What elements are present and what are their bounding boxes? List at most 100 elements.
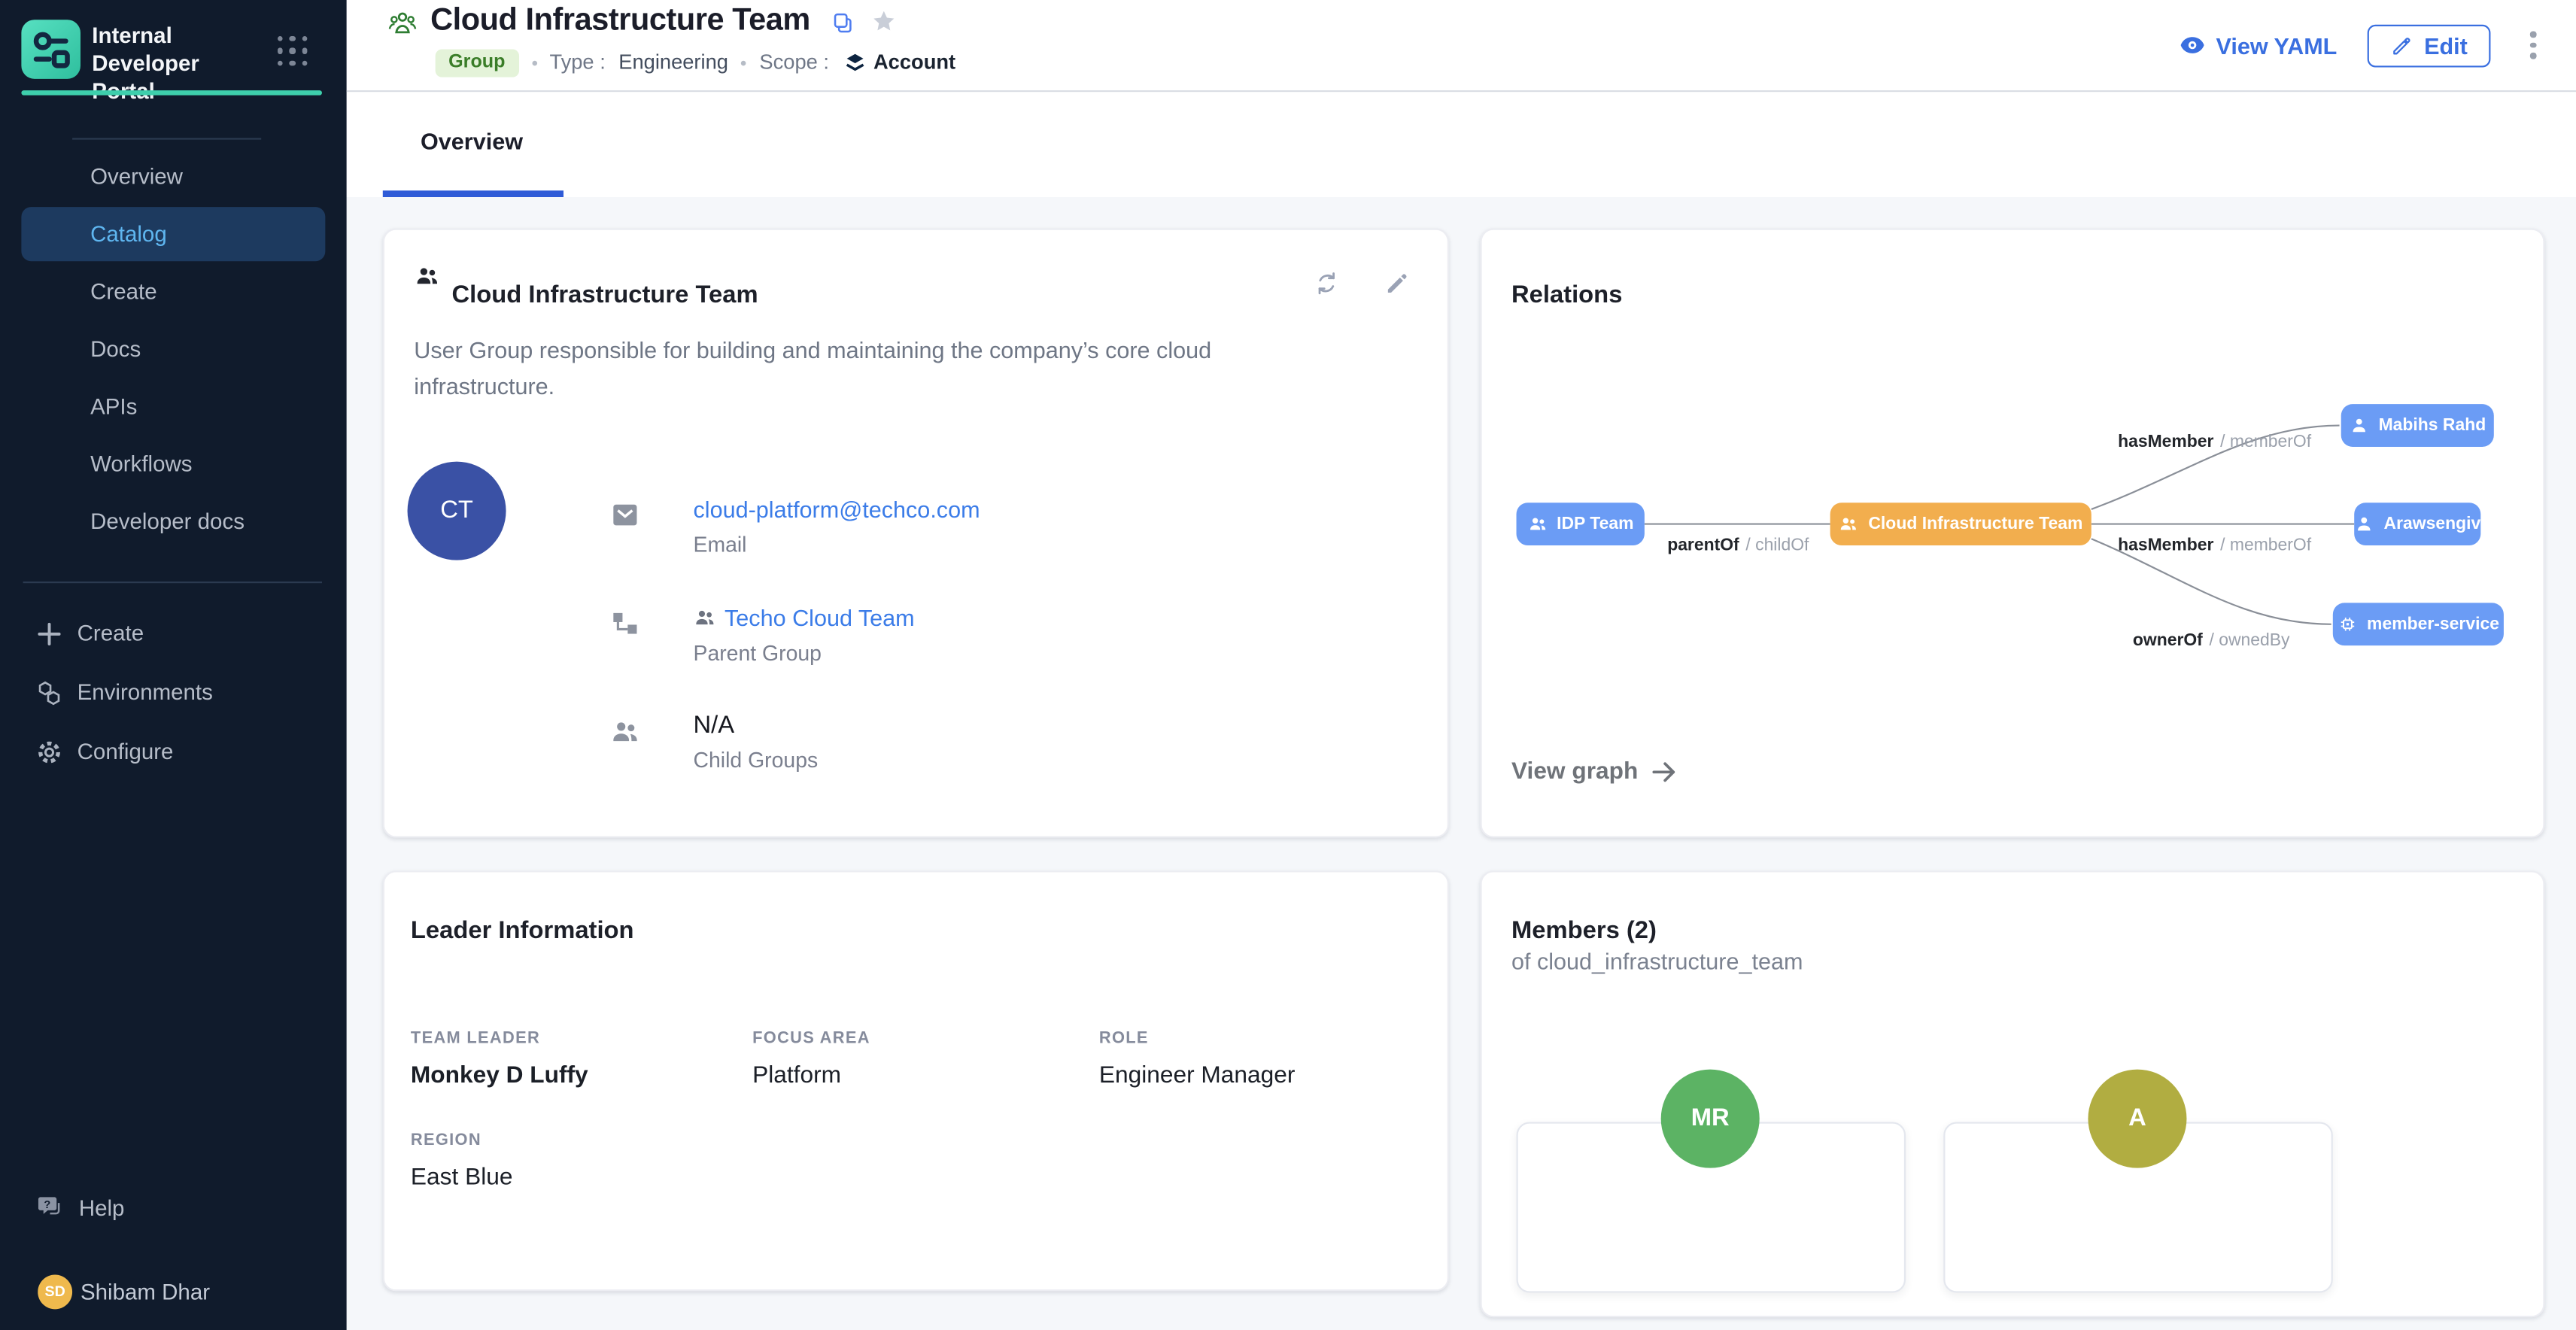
sidebar-nav: Overview Catalog Create Docs APIs Workfl…: [0, 148, 347, 551]
module-accent-bar: [21, 90, 322, 95]
view-graph-label: View graph: [1511, 758, 1639, 785]
edit-pencil-icon[interactable]: [1384, 269, 1411, 297]
leader-card: Leader Information TEAM LEADER Monkey D …: [382, 870, 1449, 1292]
sidebar-divider: [72, 138, 262, 140]
graph-node-cloud-infrastructure-team[interactable]: Cloud Infrastructure Team: [1830, 503, 2091, 545]
user-avatar: SD: [38, 1274, 73, 1310]
header-actions: View YAML Edit: [2178, 0, 2546, 90]
sidebar-configure-label: Configure: [77, 739, 174, 764]
app-logo-icon[interactable]: [21, 20, 80, 79]
field-value-team-leader: Monkey D Luffy: [410, 1062, 588, 1089]
member-avatar: A: [2088, 1069, 2187, 1168]
relations-graph: parentOf / childOf hasMember / memberOf ha…: [1644, 424, 2355, 649]
sidebar-item-developer-docs[interactable]: Developer docs: [90, 509, 245, 534]
tab-bar: Overview: [346, 92, 2576, 198]
sidebar-item-docs[interactable]: Docs: [90, 336, 141, 362]
type-label: Type :: [549, 50, 606, 74]
node-label: IDP Team: [1557, 514, 1634, 534]
scope-value: Account: [842, 50, 955, 75]
arrow-right-icon: [1652, 762, 1675, 782]
sidebar-environments-label: Environments: [77, 680, 213, 705]
star-icon[interactable]: [870, 8, 897, 35]
graph-node-arawsengiv[interactable]: Arawsengiv: [2354, 503, 2481, 545]
person-icon: [2353, 418, 2365, 433]
node-label: Mabihs Rahd: [2378, 415, 2486, 436]
scope-label: Scope :: [759, 50, 830, 74]
team-avatar: CT: [407, 461, 506, 560]
active-tab-indicator: [382, 190, 564, 198]
view-yaml-label: View YAML: [2216, 32, 2338, 59]
view-graph-link[interactable]: View graph: [1511, 759, 1679, 785]
field-label-role: ROLE: [1098, 1030, 1149, 1049]
edge-label-hasmember-1: hasMember / memberOf: [2118, 431, 2312, 451]
about-description: User Group responsible for building and …: [414, 336, 1212, 399]
kind-badge: Group: [435, 48, 518, 77]
sidebar-item-overview[interactable]: Overview: [90, 164, 183, 190]
email-icon: [613, 504, 637, 526]
pencil-icon: [2392, 37, 2410, 54]
help-chat-icon: ?: [38, 1197, 60, 1215]
page-title: Cloud Infrastructure Team: [430, 3, 810, 38]
module-switcher-icon[interactable]: [278, 36, 308, 67]
hierarchy-icon: [613, 612, 637, 634]
separator-dot: [531, 59, 536, 65]
sidebar-environments-button[interactable]: Environments: [0, 663, 347, 723]
members-card-title: Members (2): [1511, 917, 1657, 946]
people-icon: [417, 268, 438, 284]
sidebar-item-catalog[interactable]: Catalog: [21, 207, 326, 262]
node-label: member-service: [2367, 614, 2499, 634]
main-area: Cloud Infrastructure Team Group Type : E…: [346, 0, 2576, 1330]
email-link[interactable]: cloud-platform@techco.com: [693, 496, 980, 523]
field-value-focus-area: Platform: [752, 1062, 842, 1089]
graph-node-mabihs-rahd[interactable]: Mabihs Rahd: [2341, 404, 2494, 447]
about-card: Cloud Infrastructure Team User Group res…: [382, 228, 1449, 838]
view-yaml-button[interactable]: View YAML: [2178, 31, 2337, 59]
service-chip-icon: [2341, 618, 2354, 631]
members-card: Members (2) of cloud_infrastructure_team…: [1480, 870, 2545, 1318]
sidebar-divider: [23, 581, 322, 584]
sidebar-create-button[interactable]: Create: [0, 605, 347, 664]
separator-dot: [741, 59, 746, 65]
parent-group-link[interactable]: Techo Cloud Team: [724, 604, 915, 631]
scope-value-text: Account: [873, 50, 956, 74]
edit-button-label: Edit: [2424, 32, 2468, 59]
sidebar-item-create[interactable]: Create: [90, 279, 157, 304]
tab-overview[interactable]: Overview: [421, 128, 523, 155]
hexagons-icon: [38, 681, 60, 706]
email-value[interactable]: cloud-platform@techco.com: [694, 496, 980, 522]
refresh-icon[interactable]: [1313, 269, 1341, 297]
email-label: Email: [693, 532, 747, 557]
sidebar-item-workflows[interactable]: Workflows: [90, 451, 193, 477]
node-label: Cloud Infrastructure Team: [1868, 514, 2083, 534]
help-button[interactable]: ? Help: [0, 1180, 347, 1237]
sidebar-configure-button[interactable]: Configure: [0, 723, 347, 782]
copy-icon[interactable]: [831, 11, 855, 35]
edge-label-parentof: parentOf / childOf: [1667, 535, 1809, 554]
sidebar-create-label: Create: [77, 621, 144, 646]
sidebar-item-apis[interactable]: APIs: [90, 394, 138, 419]
field-label-focus-area: FOCUS AREA: [752, 1030, 870, 1049]
eye-icon: [2180, 37, 2204, 53]
field-value-region: East Blue: [410, 1165, 513, 1192]
child-groups-value: N/A: [693, 711, 735, 739]
help-label: Help: [78, 1195, 125, 1221]
graph-node-member-service[interactable]: member-service: [2332, 603, 2504, 646]
sidebar: Internal Developer Portal Overview Catal…: [0, 0, 347, 1330]
type-value: Engineering: [618, 50, 728, 74]
page-header: Cloud Infrastructure Team Group Type : E…: [346, 0, 2576, 93]
field-label-team-leader: TEAM LEADER: [410, 1030, 541, 1049]
mini-people-icon: [696, 610, 714, 625]
entity-meta-row: Group Type : Engineering Scope : Account: [435, 47, 955, 77]
layers-icon: [846, 53, 864, 71]
more-options-icon[interactable]: [2520, 27, 2547, 63]
parent-group-value[interactable]: Techo Cloud Team: [694, 605, 915, 631]
group-icon: [388, 12, 417, 34]
graph-node-idp-team[interactable]: IDP Team: [1516, 503, 1645, 545]
gear-icon: [38, 741, 60, 764]
relations-card-title: Relations: [1511, 281, 1623, 310]
user-menu[interactable]: SD Shibam Dhar: [0, 1268, 347, 1318]
members-card-subtitle: of cloud_infrastructure_team: [1511, 947, 1803, 974]
edit-button[interactable]: Edit: [2366, 23, 2491, 67]
relations-card: Relations parentOf / childOf hasMember / m…: [1480, 228, 2545, 838]
